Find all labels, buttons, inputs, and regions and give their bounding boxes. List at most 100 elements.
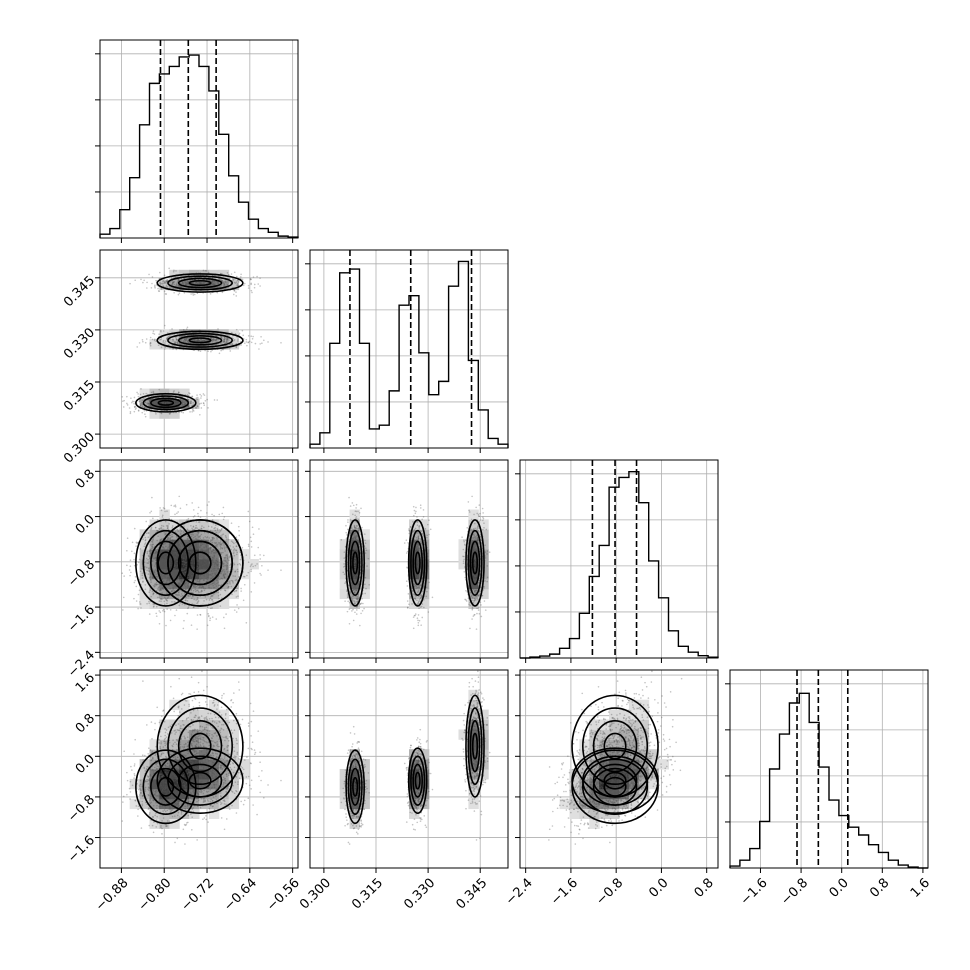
sample-point <box>129 412 132 415</box>
sample-point <box>195 339 198 342</box>
sample-point <box>165 532 167 535</box>
sample-point <box>160 330 162 333</box>
sample-point <box>216 529 219 531</box>
sample-point <box>180 411 183 413</box>
sample-point <box>196 531 199 534</box>
sample-point <box>161 514 164 517</box>
density-cell <box>359 588 370 600</box>
sample-point <box>182 572 184 574</box>
sample-point <box>223 548 226 550</box>
sample-point <box>133 410 136 413</box>
sample-point <box>199 338 202 341</box>
sample-point <box>218 282 220 284</box>
sample-point <box>212 538 214 541</box>
sample-point <box>252 276 255 278</box>
sample-point <box>207 561 209 564</box>
sample-point <box>148 602 150 605</box>
sample-point <box>213 283 215 286</box>
sample-point <box>164 557 167 560</box>
sample-point <box>238 576 240 578</box>
density-cell <box>409 588 420 600</box>
sample-point <box>167 336 169 338</box>
sample-point <box>192 539 195 542</box>
sample-point <box>144 413 146 415</box>
sample-point <box>238 334 240 336</box>
sample-point <box>160 557 163 560</box>
sample-point <box>217 584 220 587</box>
sample-point <box>164 402 167 405</box>
sample-point <box>182 560 185 563</box>
sample-point <box>237 284 240 287</box>
sample-point <box>173 552 176 554</box>
sample-point <box>218 529 221 531</box>
density-cell <box>468 529 479 540</box>
sample-point <box>188 541 191 543</box>
sample-point <box>189 548 192 551</box>
density-cell <box>159 509 170 520</box>
sample-point <box>190 552 193 555</box>
sample-point <box>147 573 150 575</box>
sample-point <box>196 565 199 568</box>
sample-point <box>122 596 125 599</box>
sample-point <box>164 293 167 295</box>
sample-point <box>187 517 190 520</box>
sample-point <box>173 576 175 579</box>
sample-point <box>187 405 190 408</box>
sample-point <box>215 338 218 341</box>
contour-level <box>167 529 233 597</box>
sample-point <box>216 561 219 563</box>
sample-point <box>242 334 244 337</box>
sample-point <box>170 571 173 574</box>
sample-point <box>189 594 192 597</box>
sample-point <box>187 550 190 552</box>
sample-point <box>191 548 194 550</box>
sample-point <box>213 339 215 341</box>
sample-point <box>223 283 226 286</box>
sample-point <box>203 339 206 342</box>
sample-point <box>162 609 164 612</box>
sample-point <box>129 411 132 413</box>
sample-point <box>201 282 203 285</box>
sample-point <box>229 281 231 283</box>
sample-point <box>179 602 182 604</box>
sample-point <box>188 548 191 551</box>
sample-point <box>247 545 250 548</box>
sample-point <box>152 401 154 404</box>
sample-point <box>154 284 156 287</box>
sample-point <box>486 580 488 583</box>
sample-point <box>202 553 204 556</box>
sample-point <box>165 582 168 584</box>
sample-point <box>197 282 199 285</box>
sample-point <box>178 547 180 550</box>
sample-point <box>247 341 250 343</box>
sample-point <box>199 537 202 540</box>
density-cell <box>189 529 200 540</box>
sample-point <box>153 585 156 588</box>
sample-point <box>223 338 225 340</box>
sample-point <box>166 548 169 551</box>
sample-point <box>250 335 253 338</box>
sample-point <box>182 545 184 547</box>
density-cell <box>218 329 230 340</box>
sample-point <box>158 600 161 602</box>
sample-point <box>195 407 197 409</box>
sample-point <box>187 341 190 343</box>
sample-point <box>190 591 192 594</box>
sample-point <box>192 528 194 531</box>
sample-point <box>162 546 165 548</box>
sample-point <box>190 535 193 538</box>
sample-point <box>190 547 193 550</box>
sample-point <box>210 577 213 580</box>
sample-point <box>208 537 211 539</box>
sample-point <box>201 339 204 341</box>
sample-point <box>179 583 182 586</box>
sample-point <box>187 574 189 577</box>
sample-point <box>226 564 229 567</box>
sample-point <box>179 545 182 548</box>
sample-point <box>221 571 223 573</box>
sample-point <box>164 555 167 557</box>
sample-point <box>211 556 214 559</box>
sample-point <box>184 563 186 566</box>
sample-point <box>147 562 150 565</box>
sample-point <box>162 401 165 404</box>
